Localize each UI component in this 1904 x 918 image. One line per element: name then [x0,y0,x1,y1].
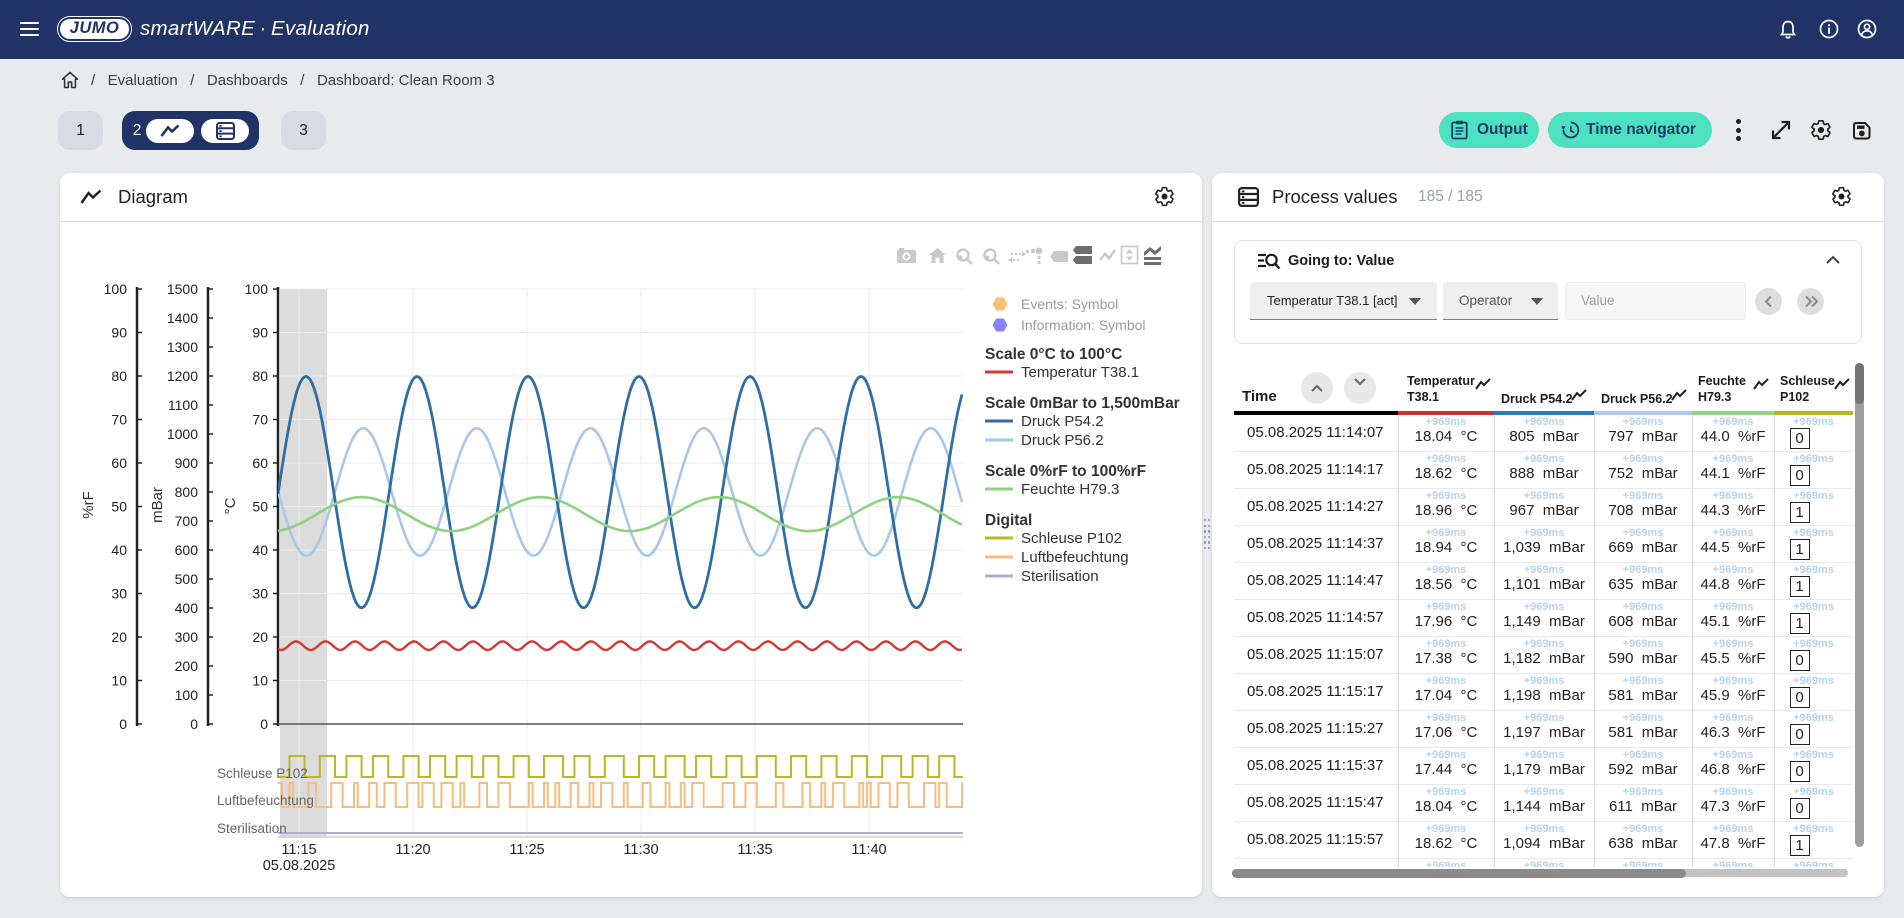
svg-text:40: 40 [252,542,268,558]
svg-text:Luftbefeuchtung: Luftbefeuchtung [217,793,314,808]
svg-text:90: 90 [111,325,127,341]
svg-text:20: 20 [111,629,127,645]
svg-text:10: 10 [111,673,127,689]
svg-text:500: 500 [175,571,199,587]
svg-text:Sterilisation: Sterilisation [1021,568,1099,585]
svg-text:60: 60 [111,455,127,471]
svg-text:200: 200 [175,658,199,674]
svg-text:mBar: mBar [149,487,166,523]
svg-text:11:35: 11:35 [737,842,772,858]
svg-text:100: 100 [175,687,199,703]
svg-text:30: 30 [111,586,127,602]
svg-text:Temperatur T38.1: Temperatur T38.1 [1021,364,1139,381]
svg-text:300: 300 [175,629,199,645]
svg-text:800: 800 [175,484,199,500]
svg-text:05.08.2025: 05.08.2025 [263,858,336,874]
svg-text:Druck P56.2: Druck P56.2 [1021,432,1104,449]
svg-text:80: 80 [252,368,268,384]
svg-text:Sterilisation: Sterilisation [217,821,287,836]
svg-text:Information: Symbol: Information: Symbol [1021,317,1146,333]
svg-text:600: 600 [175,542,199,558]
svg-text:%rF: %rF [80,491,97,519]
svg-text:0: 0 [190,716,198,732]
svg-text:70: 70 [111,412,127,428]
svg-text:400: 400 [175,600,199,616]
svg-text:11:20: 11:20 [395,842,430,858]
svg-text:100: 100 [104,281,128,297]
svg-text:Schleuse P102: Schleuse P102 [217,766,308,781]
svg-text:50: 50 [252,499,268,515]
svg-text:Luftbefeuchtung: Luftbefeuchtung [1021,549,1129,566]
svg-text:Scale 0%rF to 100%rF: Scale 0%rF to 100%rF [985,463,1146,480]
svg-text:30: 30 [252,586,268,602]
svg-text:Schleuse P102: Schleuse P102 [1021,530,1122,547]
svg-text:Feuchte H79.3: Feuchte H79.3 [1021,481,1119,498]
svg-text:Events: Symbol: Events: Symbol [1021,296,1118,312]
svg-text:900: 900 [175,455,199,471]
svg-text:80: 80 [111,368,127,384]
svg-text:0: 0 [260,716,268,732]
svg-text:90: 90 [252,325,268,341]
svg-text:60: 60 [252,455,268,471]
svg-text:11:25: 11:25 [509,842,544,858]
svg-text:20: 20 [252,629,268,645]
svg-text:1400: 1400 [167,310,198,326]
svg-text:70: 70 [252,412,268,428]
svg-text:1000: 1000 [167,426,198,442]
svg-text:1300: 1300 [167,339,198,355]
svg-text:11:40: 11:40 [851,842,886,858]
svg-text:11:30: 11:30 [623,842,658,858]
svg-text:Digital: Digital [985,512,1032,529]
svg-text:Scale 0mBar to 1,500mBar: Scale 0mBar to 1,500mBar [985,395,1180,412]
svg-text:Scale 0°C to 100°C: Scale 0°C to 100°C [985,346,1122,363]
svg-text:Druck P54.2: Druck P54.2 [1021,413,1104,430]
svg-text:50: 50 [111,499,127,515]
svg-text:100: 100 [245,281,269,297]
svg-text:1500: 1500 [167,281,198,297]
svg-text:10: 10 [252,673,268,689]
svg-text:1100: 1100 [168,397,198,413]
svg-text:11:15: 11:15 [281,842,316,858]
svg-text:700: 700 [175,513,199,529]
svg-text:1200: 1200 [167,368,198,384]
svg-text:°C: °C [222,497,239,514]
svg-text:0: 0 [119,716,127,732]
svg-text:40: 40 [111,542,127,558]
